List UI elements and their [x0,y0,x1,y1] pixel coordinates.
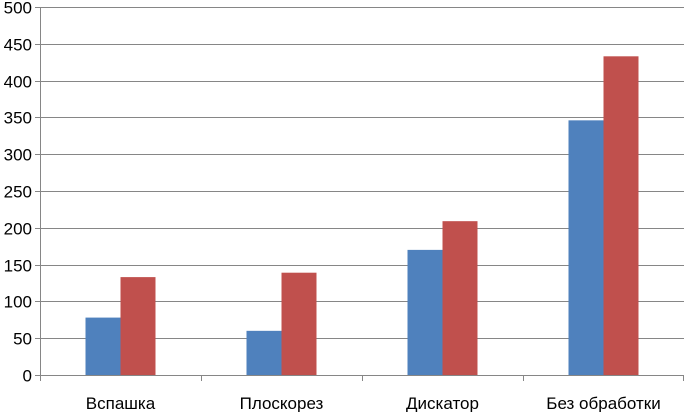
y-tick-label: 450 [4,36,32,55]
bar-red-3 [603,56,639,375]
y-tick-label: 350 [4,109,32,128]
x-tick-label: Вспашка [86,394,156,412]
y-tick-label: 400 [4,73,32,92]
axes [35,7,684,381]
y-tick-label: 0 [23,367,32,386]
y-tick-label: 50 [13,330,32,349]
y-tick-label: 500 [4,0,32,18]
x-tick-label: Плоскорез [240,394,324,412]
bars [85,56,639,376]
y-tick-label: 200 [4,220,32,239]
tick-labels: 0 50 100 150 200 250 300 350 400 450 500 Вспашка Пло… [4,0,661,412]
y-tick-label: 100 [4,293,32,312]
bar-red-0 [120,277,156,375]
bar-blue-3 [568,120,604,376]
bar-red-1 [281,272,317,375]
y-tick-label: 150 [4,257,32,276]
bar-blue-0 [85,317,121,375]
bar-red-2 [442,221,478,375]
bar-blue-1 [246,330,282,375]
x-tick-label: Дискатор [406,394,479,412]
x-tick-label: Без обработки [546,394,660,412]
y-tick-label: 250 [4,183,32,202]
y-tick-label: 300 [4,146,32,165]
bar-blue-2 [407,249,443,375]
